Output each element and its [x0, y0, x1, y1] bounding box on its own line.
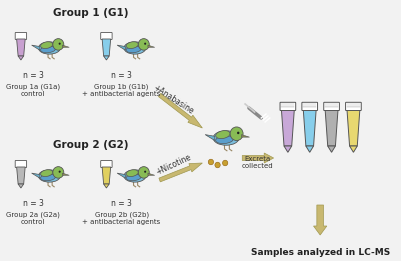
- Text: n = 3: n = 3: [23, 199, 44, 208]
- Text: Group 2b (G2b): Group 2b (G2b): [95, 211, 149, 217]
- Circle shape: [53, 39, 64, 50]
- Polygon shape: [18, 56, 24, 60]
- Polygon shape: [306, 146, 314, 152]
- Ellipse shape: [41, 174, 55, 181]
- Ellipse shape: [41, 170, 53, 176]
- Ellipse shape: [216, 130, 230, 139]
- Ellipse shape: [41, 46, 55, 53]
- Circle shape: [230, 127, 243, 141]
- Text: + antibacterial agents: + antibacterial agents: [83, 91, 161, 97]
- Polygon shape: [328, 146, 335, 152]
- FancyBboxPatch shape: [101, 161, 112, 168]
- Text: Group 2a (G2a): Group 2a (G2a): [6, 211, 60, 217]
- FancyArrow shape: [158, 93, 203, 128]
- Polygon shape: [347, 110, 360, 146]
- Polygon shape: [63, 45, 69, 47]
- Ellipse shape: [126, 42, 138, 49]
- Text: Excreta
collected: Excreta collected: [242, 156, 273, 169]
- Circle shape: [138, 39, 149, 50]
- FancyBboxPatch shape: [302, 102, 318, 110]
- Polygon shape: [16, 39, 25, 56]
- Text: Group 1 (G1): Group 1 (G1): [53, 8, 128, 18]
- Polygon shape: [103, 184, 109, 188]
- Polygon shape: [284, 146, 292, 152]
- FancyBboxPatch shape: [346, 102, 361, 110]
- Polygon shape: [18, 184, 24, 188]
- FancyBboxPatch shape: [324, 102, 339, 110]
- Ellipse shape: [124, 42, 146, 54]
- Polygon shape: [102, 167, 111, 184]
- Text: n = 3: n = 3: [111, 199, 132, 208]
- Text: Samples analyzed in LC-MS: Samples analyzed in LC-MS: [251, 248, 390, 257]
- Polygon shape: [102, 39, 111, 56]
- Circle shape: [144, 43, 146, 45]
- Polygon shape: [148, 45, 155, 47]
- Polygon shape: [303, 110, 316, 146]
- Text: n = 3: n = 3: [111, 71, 132, 80]
- Polygon shape: [32, 173, 40, 178]
- Text: +Nicotine: +Nicotine: [155, 153, 193, 177]
- Polygon shape: [282, 110, 294, 146]
- Polygon shape: [63, 173, 69, 175]
- FancyBboxPatch shape: [15, 33, 26, 39]
- Text: + antibacterial agents: + antibacterial agents: [83, 219, 161, 225]
- Ellipse shape: [126, 46, 141, 53]
- Polygon shape: [103, 56, 109, 60]
- Ellipse shape: [126, 174, 141, 181]
- Ellipse shape: [216, 136, 233, 144]
- FancyBboxPatch shape: [101, 33, 112, 39]
- Ellipse shape: [41, 42, 53, 49]
- Circle shape: [53, 167, 64, 178]
- FancyArrow shape: [242, 153, 273, 163]
- Text: Group 1b (G1b): Group 1b (G1b): [94, 83, 149, 90]
- Polygon shape: [32, 45, 40, 50]
- Circle shape: [144, 171, 146, 173]
- Ellipse shape: [38, 42, 60, 54]
- Text: Group 1a (G1a): Group 1a (G1a): [6, 83, 60, 90]
- FancyArrow shape: [159, 163, 203, 182]
- Circle shape: [215, 162, 220, 168]
- FancyBboxPatch shape: [280, 102, 296, 110]
- Ellipse shape: [38, 170, 60, 182]
- Circle shape: [223, 160, 228, 166]
- Circle shape: [59, 43, 61, 45]
- Polygon shape: [325, 110, 338, 146]
- Text: +Anabasine: +Anabasine: [151, 84, 195, 116]
- Polygon shape: [148, 173, 155, 175]
- Ellipse shape: [213, 131, 239, 145]
- Text: n = 3: n = 3: [23, 71, 44, 80]
- Ellipse shape: [126, 170, 138, 176]
- Polygon shape: [117, 173, 126, 178]
- Polygon shape: [205, 135, 215, 141]
- Ellipse shape: [124, 170, 146, 182]
- FancyBboxPatch shape: [15, 161, 26, 168]
- Circle shape: [208, 159, 214, 165]
- Text: control: control: [21, 91, 45, 97]
- Circle shape: [138, 167, 149, 178]
- Polygon shape: [117, 45, 126, 50]
- Circle shape: [237, 132, 239, 134]
- FancyArrow shape: [314, 205, 327, 235]
- Text: control: control: [21, 219, 45, 225]
- Text: Group 2 (G2): Group 2 (G2): [53, 140, 128, 150]
- Polygon shape: [241, 135, 249, 137]
- Polygon shape: [350, 146, 357, 152]
- Circle shape: [59, 171, 61, 173]
- Polygon shape: [16, 167, 25, 184]
